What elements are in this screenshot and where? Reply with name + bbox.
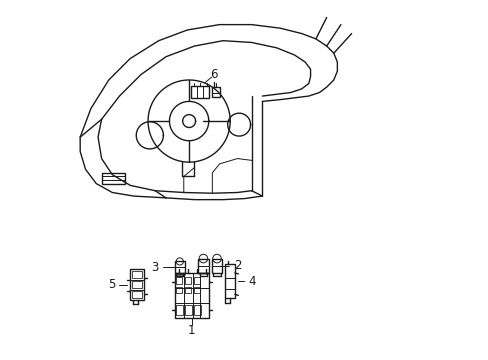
Bar [102, 173, 124, 184]
Bar [185, 287, 191, 293]
Bar [193, 305, 200, 315]
Bar [211, 258, 222, 273]
Text: 3: 3 [150, 261, 158, 274]
Bar [132, 291, 142, 297]
Bar [212, 87, 220, 97]
Bar [176, 305, 183, 315]
Bar [190, 86, 209, 98]
Bar [224, 264, 234, 298]
Text: 5: 5 [107, 278, 115, 291]
Bar [175, 273, 208, 318]
Bar [194, 287, 200, 293]
Bar [194, 277, 200, 284]
Text: 1: 1 [187, 324, 195, 337]
Bar [185, 277, 191, 284]
Bar [184, 305, 191, 315]
Bar [132, 271, 142, 278]
Bar [176, 287, 182, 293]
Bar [198, 258, 208, 273]
Text: 6: 6 [210, 68, 218, 81]
Text: 4: 4 [248, 275, 256, 288]
Bar [175, 261, 184, 273]
Bar [176, 277, 182, 284]
Text: 2: 2 [234, 259, 242, 272]
Bar [132, 281, 142, 288]
Bar [130, 269, 143, 300]
